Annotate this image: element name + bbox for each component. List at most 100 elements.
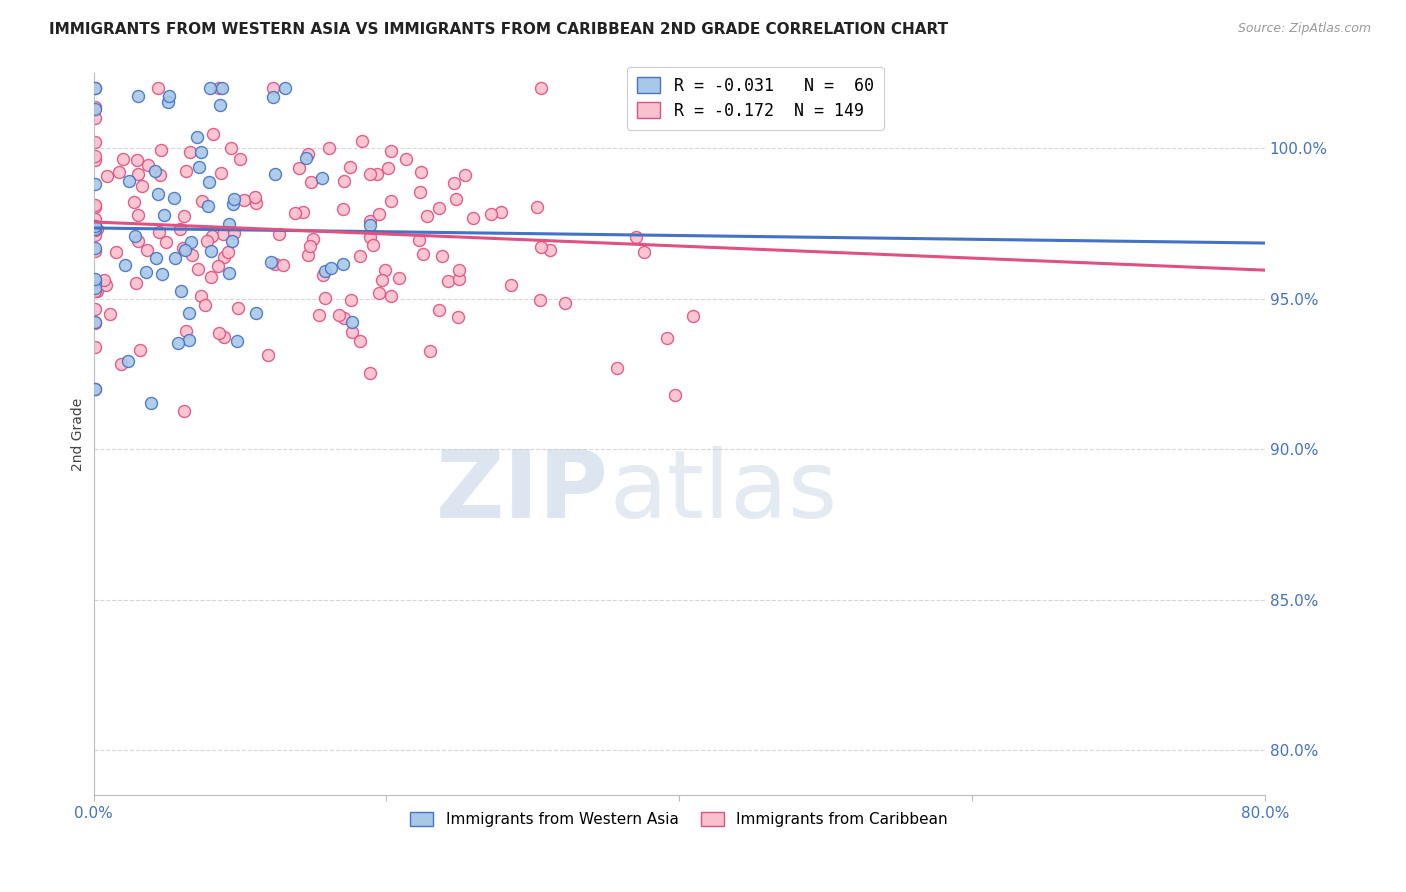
Point xyxy=(260,255,283,269)
Point xyxy=(135,243,157,257)
Point xyxy=(114,258,136,272)
Point xyxy=(84,149,107,163)
Point xyxy=(117,353,139,368)
Point xyxy=(209,166,232,180)
Point xyxy=(299,175,322,189)
Point xyxy=(233,193,256,207)
Point xyxy=(526,200,548,214)
Point xyxy=(195,235,218,249)
Point xyxy=(368,207,391,221)
Point xyxy=(554,295,576,310)
Point xyxy=(319,261,342,276)
Point xyxy=(682,310,704,324)
Point xyxy=(274,81,297,95)
Point xyxy=(84,280,107,294)
Point xyxy=(172,241,194,255)
Point xyxy=(245,196,267,211)
Point xyxy=(267,227,290,241)
Point xyxy=(163,251,186,265)
Point xyxy=(127,153,149,168)
Point xyxy=(218,217,240,231)
Point xyxy=(349,248,371,262)
Point xyxy=(429,303,451,318)
Point xyxy=(314,291,336,305)
Point xyxy=(146,81,169,95)
Point xyxy=(127,235,149,249)
Point xyxy=(150,143,173,157)
Point xyxy=(84,81,107,95)
Point xyxy=(200,244,222,258)
Point xyxy=(141,396,163,410)
Point xyxy=(222,226,245,240)
Point xyxy=(359,230,381,244)
Point xyxy=(412,246,434,260)
Point xyxy=(84,382,107,396)
Point xyxy=(211,227,233,241)
Point xyxy=(664,388,686,402)
Point xyxy=(173,210,195,224)
Point xyxy=(180,235,202,249)
Point xyxy=(84,135,107,149)
Point xyxy=(146,186,169,201)
Point xyxy=(243,190,266,204)
Point xyxy=(380,289,402,303)
Point xyxy=(208,98,231,112)
Legend: Immigrants from Western Asia, Immigrants from Caribbean: Immigrants from Western Asia, Immigrants… xyxy=(402,804,956,835)
Y-axis label: 2nd Grade: 2nd Grade xyxy=(72,398,86,471)
Point xyxy=(298,239,321,253)
Point xyxy=(499,277,522,292)
Point xyxy=(153,208,176,222)
Point xyxy=(262,81,284,95)
Point xyxy=(174,243,197,257)
Point xyxy=(110,357,132,371)
Point xyxy=(96,169,118,183)
Point xyxy=(84,177,107,191)
Point xyxy=(93,272,115,286)
Point xyxy=(212,330,235,344)
Point xyxy=(187,160,209,174)
Point xyxy=(444,192,467,206)
Point xyxy=(217,244,239,259)
Point xyxy=(104,244,127,259)
Point xyxy=(479,207,502,221)
Point xyxy=(201,229,224,244)
Text: Source: ZipAtlas.com: Source: ZipAtlas.com xyxy=(1237,22,1371,36)
Point xyxy=(202,127,225,141)
Text: atlas: atlas xyxy=(609,446,837,538)
Point xyxy=(84,111,107,125)
Point xyxy=(427,201,450,215)
Point xyxy=(257,348,280,362)
Point xyxy=(314,263,336,277)
Point xyxy=(190,145,212,160)
Point xyxy=(84,284,107,298)
Point xyxy=(84,198,107,212)
Point xyxy=(297,147,319,161)
Point xyxy=(84,241,107,255)
Point xyxy=(149,169,172,183)
Point xyxy=(131,178,153,193)
Point xyxy=(84,102,107,116)
Point xyxy=(84,81,107,95)
Point xyxy=(174,164,197,178)
Point xyxy=(333,310,356,325)
Point xyxy=(332,202,354,216)
Point xyxy=(143,164,166,178)
Point xyxy=(96,277,118,292)
Point xyxy=(283,206,305,220)
Point xyxy=(127,88,149,103)
Point xyxy=(374,263,396,277)
Point xyxy=(368,286,391,301)
Point xyxy=(84,223,107,237)
Point xyxy=(155,235,177,250)
Point xyxy=(84,219,107,234)
Point xyxy=(190,289,212,303)
Point xyxy=(395,152,418,166)
Point xyxy=(84,341,107,355)
Point xyxy=(340,314,363,328)
Point xyxy=(606,361,628,376)
Point xyxy=(530,81,553,95)
Point xyxy=(128,343,150,358)
Point xyxy=(112,152,135,166)
Point xyxy=(359,168,381,182)
Point xyxy=(264,168,287,182)
